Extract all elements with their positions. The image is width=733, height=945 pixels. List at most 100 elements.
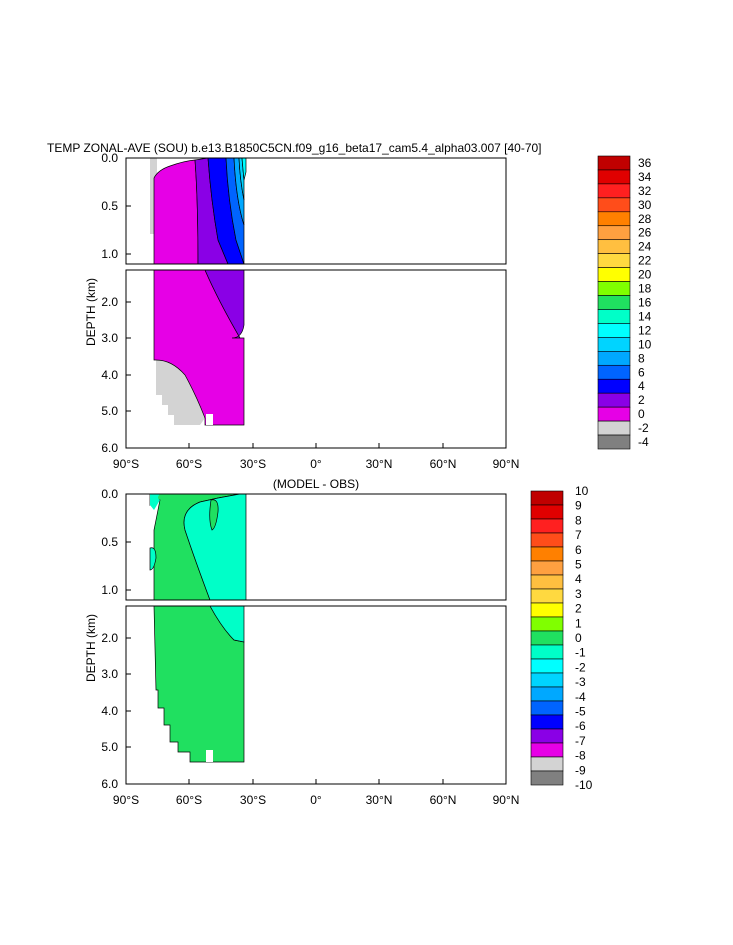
colorbar-label: 3 (575, 587, 582, 601)
colorbar-swatch (597, 392, 631, 408)
panel1-ytick-label: 3.0 (101, 331, 118, 345)
panel1-region-gray (150, 158, 157, 234)
colorbar-swatch (530, 532, 564, 548)
colorbar-swatch (597, 183, 631, 199)
colorbar-swatch (530, 658, 564, 674)
colorbar-label: 6 (638, 365, 645, 379)
colorbar-swatch (597, 225, 631, 241)
panel1-upper-fill (150, 157, 247, 265)
panel1-y-ticks: 0.0 0.5 1.0 2.0 3.0 4.0 5.0 6.0 (101, 151, 131, 455)
colorbar-swatch (597, 253, 631, 268)
panel2-title: (MODEL - OBS) (273, 477, 359, 491)
panel2-ytick-label: 3.0 (101, 667, 118, 681)
colorbar-label: 12 (638, 323, 652, 337)
colorbar-swatch (530, 714, 564, 730)
colorbar-swatch (597, 155, 631, 171)
colorbar-label: 36 (638, 156, 652, 170)
colorbar-swatch (597, 281, 631, 296)
panel1-ytick-label: 6.0 (101, 441, 118, 455)
panel1-ytick-label: 1.0 (101, 247, 118, 261)
panel2-xtick-label: 30°N (366, 793, 393, 807)
panel2-ytick-label: 4.0 (101, 704, 118, 718)
colorbar-label: -5 (575, 705, 586, 719)
panel1-xtick-label: 90°N (493, 457, 520, 471)
panel2-ytick-label: 5.0 (101, 740, 118, 754)
colorbar-label: 8 (575, 513, 582, 527)
panel2-ytick-label: 0.5 (101, 535, 118, 549)
colorbar-swatch (597, 323, 631, 338)
colorbar-label: 2 (575, 602, 582, 616)
colorbar-label: 28 (638, 212, 652, 226)
panel2-region-teal-left (150, 494, 160, 510)
colorbar-label: -6 (575, 719, 586, 733)
colorbar-swatch (597, 295, 631, 310)
colorbar-label: -10 (575, 778, 593, 792)
colorbar-label: 20 (638, 268, 652, 282)
panel2-region-teal-spot (149, 547, 157, 571)
panel2-xtick-label: 90°S (113, 793, 139, 807)
panel1-xtick-label: 30°S (240, 457, 266, 471)
colorbar-swatch (530, 742, 564, 758)
panel2-upper-frame (125, 493, 507, 601)
panel1-region-cyan (241, 157, 247, 181)
colorbar-label: 32 (638, 184, 652, 198)
panel1-lower-gap (206, 414, 213, 425)
colorbar-swatch (530, 630, 564, 646)
colorbar-swatch (530, 728, 564, 744)
colorbar-swatch (597, 211, 631, 227)
colorbar-label: -4 (638, 435, 649, 449)
panel1-xtick-label: 60°S (176, 457, 202, 471)
panel1-xtick-label: 90°S (113, 457, 139, 471)
colorbar-label: -7 (575, 734, 586, 748)
colorbar-label: 10 (638, 337, 652, 351)
colorbar-label: 26 (638, 226, 652, 240)
panel1-upper-frame (125, 157, 507, 265)
panel2-ytick-label: 2.0 (101, 631, 118, 645)
panel1-xtick-label: 30°N (366, 457, 393, 471)
colorbar-swatch (597, 351, 631, 366)
colorbar-swatch (597, 267, 631, 282)
panel2-ytick-label: 0.0 (101, 487, 118, 501)
panel2-ytick-label: 1.0 (101, 583, 118, 597)
colorbar-swatch (597, 420, 631, 436)
colorbar-swatch (530, 770, 564, 786)
colorbar-label: 8 (638, 351, 645, 365)
panel1-lower-gray (156, 360, 205, 425)
colorbar-label: 24 (638, 240, 652, 254)
panel1-ytick-label: 5.0 (101, 404, 118, 418)
colorbar-swatch (597, 239, 631, 254)
colorbar-label: 4 (575, 572, 582, 586)
colorbar-label: 22 (638, 254, 652, 268)
colorbar-swatch (530, 700, 564, 716)
panel1-ytick-label: 0.5 (101, 199, 118, 213)
panel2-xtick-label: 0° (310, 793, 322, 807)
colorbar-label: 4 (638, 379, 645, 393)
panel2-x-ticks: 90°S 60°S 30°S 0° 30°N 60°N 90°N (113, 779, 519, 807)
panel2-upper-fill (149, 493, 247, 601)
colorbar-swatch (530, 672, 564, 688)
panel1-ytick-label: 0.0 (101, 151, 118, 165)
panel1-xtick-label: 0° (310, 457, 322, 471)
colorbar-label: -2 (638, 421, 649, 435)
colorbar-label: 0 (638, 407, 645, 421)
colorbar-swatch (597, 309, 631, 324)
colorbar-swatch (597, 364, 631, 380)
colorbar-label: 7 (575, 528, 582, 542)
colorbar-swatch (597, 406, 631, 422)
panel1-lower-fill (153, 269, 245, 426)
panel2-xtick-label: 60°S (176, 793, 202, 807)
colorbar-swatch (530, 518, 564, 534)
colorbar-swatch (530, 588, 564, 604)
colorbar-label: 1 (575, 616, 582, 630)
panel1-x-ticks: 90°S 60°S 30°S 0° 30°N 60°N 90°N (113, 443, 519, 471)
colorbar-label: 18 (638, 282, 652, 296)
colorbar-swatch (530, 490, 564, 506)
colorbar-label: -8 (575, 749, 586, 763)
colorbar-swatch (530, 574, 564, 590)
colorbar-label: 2 (638, 393, 645, 407)
panel2-y-axis-label: DEPTH (km) (84, 614, 98, 682)
colorbar-label: -4 (575, 690, 586, 704)
colorbar-label: -1 (575, 646, 586, 660)
colorbar-label: 5 (575, 558, 582, 572)
